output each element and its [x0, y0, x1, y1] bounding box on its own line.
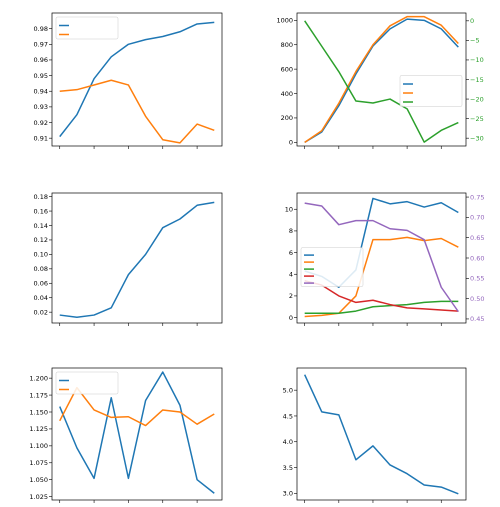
y-tick-label: 0.94: [34, 88, 48, 96]
series-line-2: [59, 386, 215, 427]
series-line-2: [304, 236, 459, 318]
y-tick-label: 0.12: [34, 236, 48, 244]
y-tick-label: 0.91: [34, 134, 48, 142]
chart-panel-b: 0 200 400 600 800 1000 0 −5 −10 −15 −20 −25 −30: [276, 12, 484, 149]
y2-tick-label: −25: [470, 115, 484, 123]
series-line-2: [59, 79, 215, 144]
legend-box: [399, 75, 463, 107]
y-tick-label: 6: [289, 249, 293, 257]
series-line-3: [304, 20, 459, 143]
legend: [300, 247, 364, 287]
y-tick-label: 0.96: [34, 56, 48, 64]
y-tick-label: 400: [281, 90, 293, 98]
y-tick-label: 0: [289, 139, 293, 147]
y-tick-label: 0.16: [34, 207, 48, 215]
y-tick-label: 0.92: [34, 119, 48, 127]
y2-tick-label: −15: [470, 76, 484, 84]
legend-box: [55, 16, 119, 40]
y-tick-label: 4.0: [283, 438, 293, 446]
legend: [399, 75, 463, 107]
y-tick-label: 0.95: [34, 72, 48, 80]
y-tick-label: 1.200: [29, 374, 48, 382]
y-tick-label: 3.0: [283, 490, 293, 498]
y-tick-label: 8: [289, 227, 293, 235]
y-tick-label: 1.025: [29, 493, 48, 501]
plot-frame: [51, 367, 223, 501]
chart-panel-f: 3.0 3.5 4.0 4.5 5.0: [283, 367, 467, 503]
legend-box: [300, 247, 364, 287]
chart-panel-a: 0.91 0.92 0.93 0.94 0.95 0.96 0.97 0.98: [34, 12, 223, 149]
y-tick-label: 1.150: [29, 408, 48, 416]
y-tick-label: 10: [285, 206, 293, 214]
y-tick-label: 600: [281, 65, 293, 73]
y-tick-label: 5.0: [283, 386, 293, 394]
series-line-1: [303, 374, 459, 495]
y-tick-label: 800: [281, 41, 293, 49]
legend: [55, 16, 119, 40]
y-tick-label: 0.93: [34, 103, 48, 111]
series-line-1: [59, 371, 215, 494]
plot-frame: [51, 192, 223, 324]
y-tick-label: 1.075: [29, 459, 48, 467]
y2-tick-label: 0: [470, 17, 474, 25]
y-tick-label: 0.14: [34, 222, 48, 230]
chart-panel-d: 0 2 4 6 8 10 0.45 0.50 0.55 0.60 0.65 0.70 0.75: [285, 192, 484, 326]
chart-panel-c: 0.02 0.04 0.06 0.08 0.10 0.12 0.14 0.16 0.18: [34, 192, 223, 326]
y2-tick-label: 0.50: [470, 295, 484, 303]
y2-tick-label: 0.60: [470, 254, 484, 262]
y2-tick-label: −5: [470, 37, 480, 45]
y-tick-label: 0.04: [34, 294, 48, 302]
legend: [55, 371, 119, 395]
legend-box: [55, 371, 119, 395]
y2-tick-label: 0.55: [470, 275, 484, 283]
y-tick-label: 0.02: [34, 308, 48, 316]
y-tick-label: 4.5: [283, 412, 293, 420]
y2-tick-label: −30: [470, 134, 484, 142]
y-tick-label: 200: [281, 114, 293, 122]
y2-tick-label: −10: [470, 56, 484, 64]
series-line-2: [304, 15, 459, 143]
y-tick-label: 1.175: [29, 391, 48, 399]
series-line-1: [59, 201, 215, 318]
y-tick-label: 1.100: [29, 442, 48, 450]
chart-panel-e: 1.025 1.050 1.075 1.100 1.125 1.150 1.175 1.200: [29, 367, 223, 503]
y2-tick-label: 0.45: [470, 315, 484, 323]
y-tick-label: 0.18: [34, 193, 48, 201]
plot-frame: [296, 367, 467, 501]
y2-tick-label: 0.70: [470, 214, 484, 222]
y-tick-label: 1.125: [29, 425, 48, 433]
series-line-3: [304, 300, 459, 314]
y-tick-label: 0.10: [34, 251, 48, 259]
series-line-4: [304, 280, 459, 312]
y-tick-label: 0.97: [34, 41, 48, 49]
series-line-1: [59, 21, 215, 138]
y-tick-label: 2: [289, 292, 293, 300]
series-line-5: [304, 202, 459, 313]
y-tick-label: 0.06: [34, 280, 48, 288]
plot-frame: [51, 12, 223, 147]
y2-tick-label: −20: [470, 95, 484, 103]
y-tick-label: 3.5: [283, 464, 293, 472]
y-tick-label: 0.08: [34, 265, 48, 273]
y-tick-label: 0.98: [34, 25, 48, 33]
y-tick-label: 4: [289, 271, 293, 279]
y2-tick-label: 0.75: [470, 193, 484, 201]
series-line-1: [304, 18, 459, 143]
y-tick-label: 0: [289, 314, 293, 322]
y-tick-label: 1.050: [29, 476, 48, 484]
y-tick-label: 1000: [276, 17, 293, 25]
y2-tick-label: 0.65: [470, 234, 484, 242]
